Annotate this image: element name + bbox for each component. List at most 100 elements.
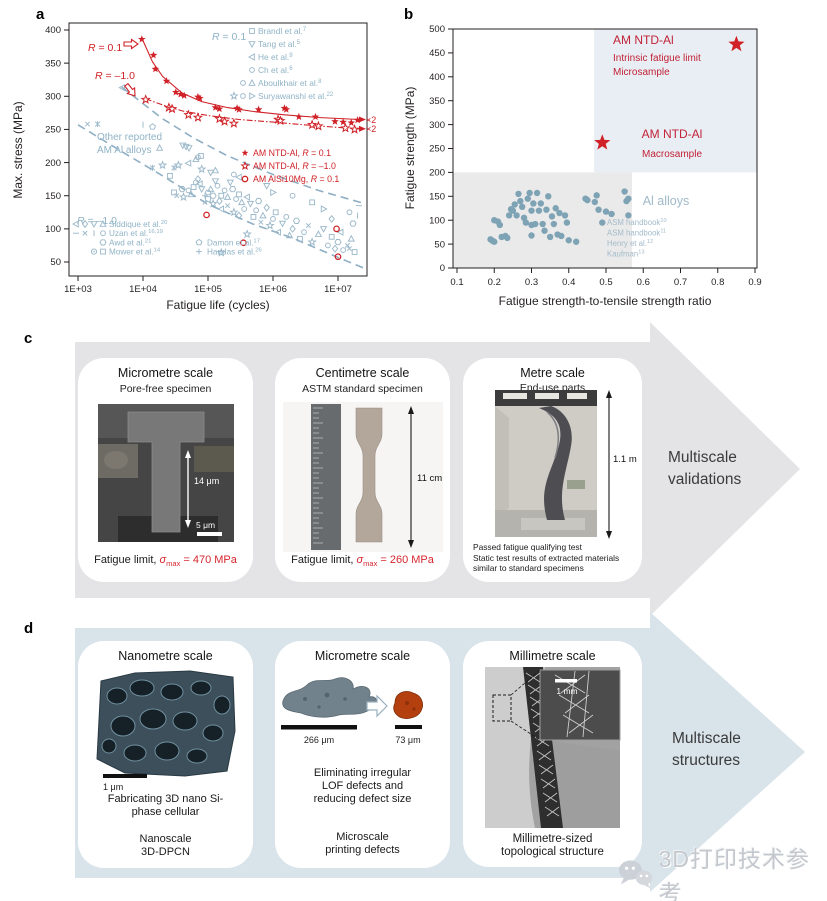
- y-tick-label: 300: [429, 120, 445, 131]
- legend-entry-red: AM AlSi10Mg, R = 0.1: [253, 174, 339, 184]
- card-title: Millimetre scale: [509, 649, 596, 663]
- legend-entry-red: AM NTD-Al, R = 0.1: [253, 148, 331, 158]
- inset-scalebar: [555, 679, 577, 683]
- caption-prefix: Fatigue limit,: [94, 553, 160, 566]
- end-use-part-photo: 1.1 m: [495, 390, 637, 539]
- lattice-band: [523, 667, 563, 828]
- annotation-micro-sub: Intrinsic fatigue limit: [613, 53, 701, 64]
- y-tick-label: 200: [45, 158, 61, 169]
- runout-label: ×2: [366, 124, 376, 134]
- card-footer: Nanoscale 3D-DPCN: [78, 833, 253, 859]
- card-caption: Millimetre-sized topological structure: [463, 833, 642, 859]
- sigma-symbol: σ: [356, 553, 364, 566]
- annotation-micro-sub: Microsample: [613, 67, 670, 78]
- panel-d-label: d: [24, 620, 34, 637]
- legend-entry: Mower et al.14: [109, 248, 161, 257]
- legend-entry: He et al.9: [258, 52, 293, 62]
- y-axis-label: Max. stress (MPa): [11, 101, 25, 198]
- sigma-symbol: σ: [159, 553, 167, 566]
- caption-line: Eliminating irregular: [313, 767, 412, 779]
- dimension-label: 11 cm: [417, 473, 442, 484]
- card-metre-scale: Metre scale End-use parts 1.1 m Passed f…: [463, 358, 642, 582]
- y-tick-label: 100: [45, 224, 61, 235]
- panel-b-regions: [453, 29, 757, 268]
- sem-image: 14 μm 5 μm: [98, 404, 234, 542]
- card-footer: Microscale printing defects: [275, 831, 450, 857]
- arrow-label-line: structures: [672, 752, 741, 769]
- footer-line: Microscale: [336, 831, 389, 843]
- footer-line: Nanoscale: [139, 833, 192, 845]
- y-tick-label: 350: [429, 96, 445, 107]
- note-line: Static test results of extracted materia…: [473, 552, 620, 563]
- legend-entry: Uzan et al.16,19: [109, 229, 163, 238]
- legend-entry: Tang et al.5: [258, 39, 301, 49]
- card-title: Centimetre scale: [315, 366, 410, 380]
- y-tick-label: 50: [50, 257, 61, 268]
- scalebar-label: 266 μm: [304, 735, 334, 745]
- y-tick-label: 150: [429, 192, 445, 203]
- watermark: 3D打印技术参考: [618, 840, 827, 901]
- scalebar-label: 73 μm: [395, 735, 420, 745]
- panel-a-chart: 50 100 150 200 250 300 350 400 1E+03 1E+04 1E+05 1E…: [11, 22, 376, 312]
- annotation-micro-title: AM NTD-Al: [613, 33, 674, 47]
- card-micrometre-defects: Micrometre scale 266 μm 73 μm Eliminatin…: [275, 641, 450, 868]
- scalebar-label: 1 μm: [103, 782, 123, 792]
- footer-line: 3D-DPCN: [141, 846, 190, 858]
- arrow-label-line: Multiscale: [668, 449, 737, 466]
- series-am-ntd-al-rm10: ×2: [140, 94, 376, 134]
- x-tick-label: 0.4: [562, 277, 575, 288]
- zoom-region-box: [492, 694, 512, 722]
- card-millimetre-scale: Millimetre scale 1 mm Millimetre-sized t…: [463, 641, 642, 867]
- y-tick-label: 450: [429, 48, 445, 59]
- annotation-macro-sub: Macrosample: [642, 149, 702, 160]
- y-tick-label: 0: [440, 263, 445, 274]
- legend-entry-red: AM NTD-Al, R = –1.0: [253, 161, 336, 171]
- y-tick-label: 400: [45, 25, 61, 36]
- x-tick-label: 1E+03: [64, 284, 92, 295]
- axis-ticks: 0 50 100 150 200 250 300 350 400 450 500 0.1 0.2 0.3 0…: [429, 24, 761, 288]
- caption-line: reducing defect size: [313, 793, 412, 805]
- caption-line: topological structure: [501, 846, 604, 858]
- panel-b-label: b: [404, 6, 414, 23]
- y-tick-label: 500: [429, 24, 445, 35]
- reference-entry: ASM handbook11: [607, 229, 666, 238]
- caption-value: = 260 MPa: [377, 553, 434, 566]
- card-caption: Fabricating 3D nano Si- phase cellular: [78, 793, 253, 819]
- legend-entry: Haridas et al.26: [207, 248, 263, 257]
- sem-t-pillar: [127, 411, 205, 533]
- annotation-r01-blue: R = 0.1: [212, 31, 246, 43]
- inset-magnified: [539, 669, 621, 741]
- card-title: Metre scale: [520, 366, 585, 380]
- qualifying-notes: Passed fatigue qualifying test Static te…: [473, 542, 619, 574]
- label-tag: [567, 480, 585, 489]
- y-tick-label: 250: [429, 144, 445, 155]
- legend-entry: Damon et al.17: [207, 238, 260, 247]
- panel-b-chart: 0 50 100 150 200 250 300 350 400 450 500 0.1 0.2 0.3 0…: [403, 24, 762, 308]
- specimen-photo: 11 cm: [283, 402, 443, 552]
- ruler: [311, 404, 341, 550]
- annotation-r01-red: R = 0.1: [88, 42, 122, 54]
- card-subtitle: Pore-free specimen: [119, 383, 212, 395]
- sigma-subscript: max: [166, 559, 181, 568]
- caption-line: Fabricating 3D nano Si-: [107, 793, 224, 805]
- annotation-al-alloys: Al alloys: [643, 194, 690, 208]
- scalebar: [281, 725, 357, 730]
- y-tick-label: 150: [45, 191, 61, 202]
- panel-a-plot: [68, 22, 368, 277]
- x-tick-label: 0.9: [748, 277, 761, 288]
- defect-images: 266 μm 73 μm: [281, 677, 423, 745]
- note-line: Passed fatigue qualifying test: [473, 542, 582, 552]
- runout-label: ×2: [366, 115, 376, 125]
- x-tick-label: 0.7: [674, 277, 687, 288]
- sigma-subscript: max: [363, 559, 378, 568]
- reduced-defect: [393, 691, 423, 719]
- x-axis-label: Fatigue strength-to-tensile strength rat…: [499, 294, 712, 308]
- legend-red: AM NTD-Al, R = 0.1 AM NTD-Al, R = –1.0 AM …: [240, 148, 339, 184]
- x-tick-label: 0.8: [711, 277, 724, 288]
- x-tick-label: 1E+06: [259, 284, 287, 295]
- x-tick-label: 0.3: [525, 277, 538, 288]
- axis-ticks: 50 100 150 200 250 300 350 400 1E+03 1E+04 1E+05 1E…: [45, 25, 352, 295]
- scalebar: [197, 532, 222, 536]
